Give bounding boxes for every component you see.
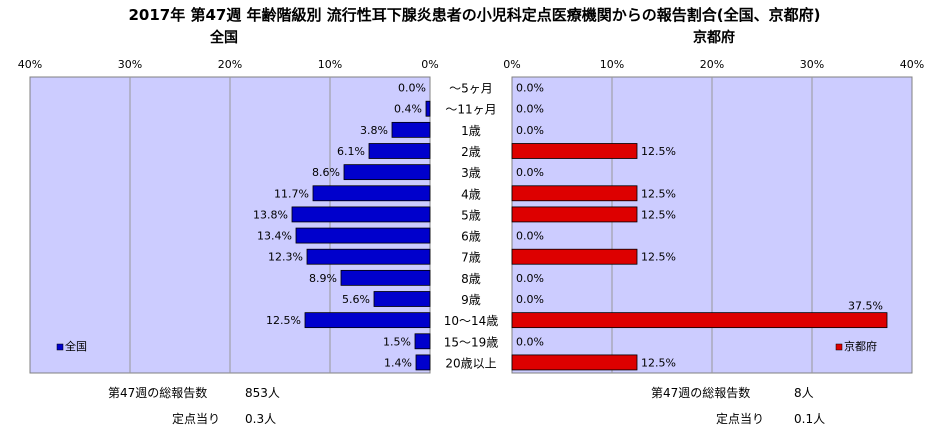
national-bar [312,185,431,202]
national-per-site-value: 0.3人 [245,412,277,426]
age-category-label: 3歳 [461,166,481,180]
national-tick-label: 10% [318,58,342,71]
age-category-label: 2歳 [461,145,481,159]
national-data-label: 6.1% [337,145,365,158]
kyoto-legend-label: 京都府 [844,339,877,353]
kyoto-tick-label: 20% [700,58,724,71]
national-data-label: 12.5% [266,314,301,327]
kyoto-bar [511,312,888,329]
kyoto-data-label: 0.0% [516,103,544,116]
age-category-label: ～11ヶ月 [445,103,496,117]
age-category-label: 7歳 [461,251,481,265]
national-data-label: 12.3% [268,251,303,264]
national-bar [425,100,431,117]
age-category-label: 9歳 [461,293,481,307]
chart-title: 2017年 第47週 年齢階級別 流行性耳下腺炎患者の小児科定点医療機関からの報… [128,6,820,24]
national-bar [295,227,431,244]
age-category-label: ～5ヶ月 [449,82,493,96]
kyoto-data-label: 0.0% [516,272,544,285]
kyoto-bar [511,143,638,159]
national-bar [291,206,431,223]
kyoto-data-label: 37.5% [848,300,883,313]
national-bar [391,121,431,138]
kyoto-total-label: 第47週の総報告数 [651,386,751,400]
kyoto-bar [511,185,638,202]
national-bar [340,269,431,286]
national-total-label: 第47週の総報告数 [108,386,208,400]
age-category-label: 1歳 [461,124,481,138]
age-category-label: 5歳 [461,208,481,222]
national-data-label: 5.6% [342,293,370,306]
national-data-label: 13.4% [257,230,292,243]
national-data-label: 11.7% [274,187,309,200]
national-bar [368,143,431,159]
national-bar [306,248,431,265]
national-bar [414,333,431,350]
national-legend-swatch [56,343,64,351]
kyoto-data-label: 0.0% [516,230,544,243]
kyoto-data-label: 12.5% [641,251,676,264]
kyoto-total-value: 8人 [794,386,814,400]
national-data-label: 1.4% [384,356,412,369]
kyoto-bar [511,354,638,371]
kyoto-per-site-label: 定点当り [716,412,765,426]
kyoto-data-label: 12.5% [641,145,676,158]
kyoto-data-label: 12.5% [641,208,676,221]
national-tick-label: 20% [218,58,242,71]
national-per-site-label: 定点当り [172,412,221,426]
kyoto-tick-label: 40% [900,58,924,71]
national-bar [304,312,431,329]
national-tick-label: 0% [421,58,438,71]
kyoto-panel-heading: 京都府 [693,29,735,46]
national-data-label: 1.5% [383,335,411,348]
kyoto-bar [511,248,638,265]
kyoto-legend-swatch [835,343,843,351]
national-data-label: 0.4% [394,103,422,116]
age-category-label: 15～19歳 [444,335,499,349]
national-data-label: 8.6% [312,166,340,179]
kyoto-data-label: 0.0% [516,124,544,137]
age-category-label: 8歳 [461,272,481,286]
kyoto-data-label: 0.0% [516,293,544,306]
kyoto-tick-label: 0% [503,58,520,71]
national-tick-label: 40% [18,58,42,71]
age-category-label: 4歳 [461,187,481,201]
kyoto-data-label: 12.5% [641,187,676,200]
national-legend-label: 全国 [65,339,87,353]
national-data-label: 13.8% [253,208,288,221]
national-bar [415,354,431,371]
age-category-label: 20歳以上 [445,356,496,370]
kyoto-tick-label: 10% [600,58,624,71]
kyoto-data-label: 0.0% [516,166,544,179]
kyoto-bar [511,206,638,223]
national-data-label: 0.0% [398,82,426,95]
national-bar [343,164,431,181]
age-category-label: 10～14歳 [444,314,499,328]
kyoto-per-site-value: 0.1人 [794,412,826,426]
kyoto-data-label: 12.5% [641,356,676,369]
national-data-label: 3.8% [360,124,388,137]
age-category-label: 6歳 [461,230,481,244]
national-data-label: 8.9% [309,272,337,285]
national-panel-heading: 全国 [209,29,238,46]
kyoto-data-label: 0.0% [516,82,544,95]
kyoto-tick-label: 30% [800,58,824,71]
national-bar [373,291,431,307]
kyoto-data-label: 0.0% [516,335,544,348]
national-tick-label: 30% [118,58,142,71]
national-total-value: 853人 [245,386,280,400]
